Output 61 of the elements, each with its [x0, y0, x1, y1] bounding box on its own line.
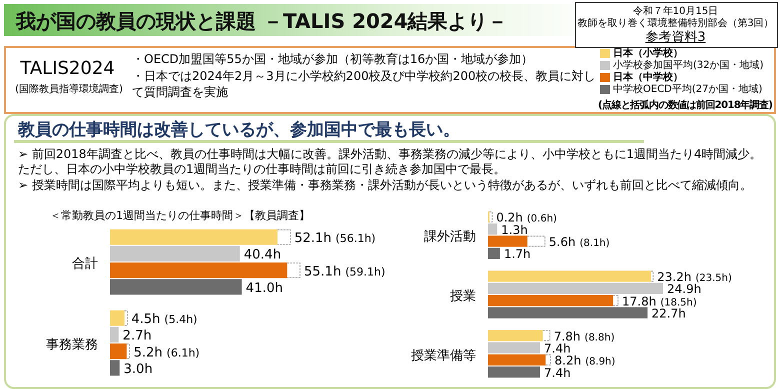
text: 参考資料3: [644, 29, 707, 46]
bar: [488, 366, 540, 378]
data-label: 3.0h: [124, 362, 153, 377]
bar: [488, 236, 528, 247]
data-label: 40.4h: [244, 248, 282, 263]
bar: [110, 229, 278, 245]
chart-title: 我が国の教員の現状と課題 －TALIS 2024結果より－: [16, 8, 508, 35]
data-label: 7.4h: [544, 341, 571, 356]
data-label: 4.5h (5.4h): [131, 312, 198, 328]
bar: [488, 330, 543, 342]
data-label: 7.4h: [544, 366, 571, 380]
data-label: 22.7h: [652, 306, 686, 320]
data-label: 1.7h: [504, 247, 531, 262]
bar: [110, 279, 242, 295]
text: ➢ 前回2018年調査と比べ、教員の仕事時間は大幅に改善。課外活動、事務業務の減少等により、小中学校ともに1週間当たり4時間減少。ただし、日本の小中学校教員の1週間当たりの仕事時間は前回に引き続き参加国中で最長。: [18, 147, 763, 177]
text: 教師を取り巻く環境整備特別部会（第3回）: [576, 16, 775, 30]
data-label: 23.2h (23.5h): [657, 270, 732, 284]
y-tick-label: 授業: [450, 289, 476, 304]
data-label: 1.3h: [501, 222, 528, 237]
y-tick-label: 事務業務: [46, 338, 98, 352]
text: (点線と括弧内の数値は前回2018年調査): [598, 98, 774, 112]
bar: [488, 354, 546, 366]
legend-label: 日本（中学校）: [613, 72, 683, 83]
data-label: 0.2h (0.6h): [496, 210, 558, 225]
data-label: 24.9h: [667, 282, 702, 296]
bar: [110, 344, 127, 360]
bar: [110, 246, 240, 262]
text: TALIS2024: [19, 58, 116, 79]
text: 令和７年10月15日: [632, 4, 720, 18]
bar: [110, 326, 119, 342]
data-label: 17.8h (18.5h): [622, 294, 697, 308]
text: ・日本では2024年2月～3月に小学校約200校及び中学校約200校の校長、教員に対して質問調査を実施: [132, 68, 597, 100]
bar: [488, 248, 500, 259]
y-tick-label: 課外活動: [424, 230, 476, 245]
data-label: 41.0h: [246, 280, 283, 296]
bar: [488, 307, 648, 318]
data-label: 55.1h (59.1h): [304, 264, 386, 280]
text: (国際教員指導環境調査): [14, 82, 124, 96]
legend-label: 日本（小学校）: [613, 48, 683, 59]
text: ・OECD加盟国等55か国・地域が参加（初等教育は16か国・地域が参加）: [132, 51, 534, 67]
bar: [110, 360, 120, 376]
text: ➢ 授業時間は国際平均よりも短い。また、授業準備・事務業務・課外活動が長いという特徴があるが、いずれも前回と比べて縮減傾向。: [18, 178, 753, 193]
legend-label: 小学校参加国平均(32か国・地域): [613, 60, 764, 71]
data-label: 8.2h (8.9h): [554, 354, 616, 368]
y-tick-label: 授業準備等: [411, 348, 476, 364]
bar: [488, 224, 498, 235]
data-label: 5.6h (8.1h): [548, 234, 610, 249]
data-label: 2.7h: [122, 328, 152, 344]
data-label: 52.1h (56.1h): [294, 231, 376, 246]
chart-subtitle: ＜常勤教員の1週間当たりの仕事時間＞【教員調査】: [50, 208, 310, 223]
bar: [488, 270, 652, 282]
bar: [488, 342, 540, 354]
legend-label: 中学校OECD平均(27か国・地域): [613, 84, 762, 95]
bar: [110, 310, 124, 326]
y-tick-label: 合計: [72, 256, 98, 272]
data-label: 7.8h (8.8h): [554, 329, 615, 344]
bar: [110, 262, 288, 278]
data-label: 5.2h (6.1h): [134, 345, 200, 360]
bar: [488, 295, 614, 306]
bar: [488, 282, 663, 294]
text: 教員の仕事時間は改善しているが、参加国中で最も長い。: [18, 119, 461, 141]
